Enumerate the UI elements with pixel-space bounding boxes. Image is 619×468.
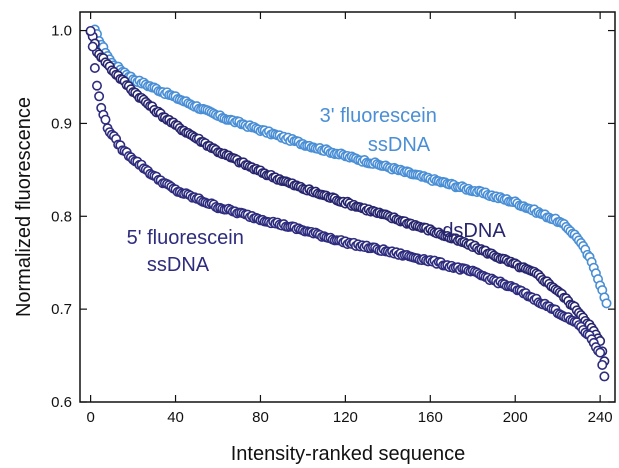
series-label-dsdna-line1: dsDNA: [442, 220, 506, 242]
series-label-5prime: 5' fluorescein ssDNA: [127, 227, 250, 276]
x-tick-label: 240: [588, 409, 613, 426]
series-2: [85, 25, 610, 382]
data-point: [599, 371, 610, 382]
x-tick-label: 160: [418, 409, 443, 426]
tick-layer: 0 40 80 120 160 200 240 0.6 0.7 0.8 0.9 1.0: [51, 12, 615, 426]
data-point: [91, 80, 102, 91]
data-point: [94, 91, 105, 102]
series-label-dsdna: dsDNA: [442, 220, 506, 242]
series-0: [89, 24, 612, 309]
x-tick-label: 200: [503, 409, 528, 426]
y-axis-title: Normalized fluorescence: [13, 97, 35, 317]
x-tick-label: 0: [86, 409, 94, 426]
data-point: [87, 41, 98, 52]
series-label-5prime-line2: ssDNA: [147, 254, 210, 276]
y-tick-label: 1.0: [51, 23, 72, 40]
series-1: [85, 26, 610, 367]
series-label-3prime: 3' fluorescein ssDNA: [320, 105, 443, 156]
data-point: [100, 114, 111, 125]
data-point: [601, 298, 612, 309]
series-layer: [85, 24, 612, 382]
x-tick-label: 120: [333, 409, 358, 426]
y-tick-label: 0.6: [51, 394, 72, 411]
data-point: [597, 359, 608, 370]
x-axis-title: Intensity-ranked sequence: [231, 443, 466, 465]
series-label-3prime-line2: ssDNA: [368, 134, 431, 156]
series-label-3prime-line1: 3' fluorescein: [320, 105, 437, 127]
data-point: [85, 25, 96, 36]
data-point: [89, 63, 100, 74]
x-tick-label: 80: [252, 409, 269, 426]
y-tick-label: 0.7: [51, 301, 72, 318]
x-tick-label: 40: [167, 409, 184, 426]
plot-frame: [79, 11, 616, 403]
data-point: [595, 347, 606, 358]
y-tick-label: 0.9: [51, 115, 72, 132]
y-tick-label: 0.8: [51, 208, 72, 225]
series-label-5prime-line1: 5' fluorescein: [127, 227, 244, 249]
